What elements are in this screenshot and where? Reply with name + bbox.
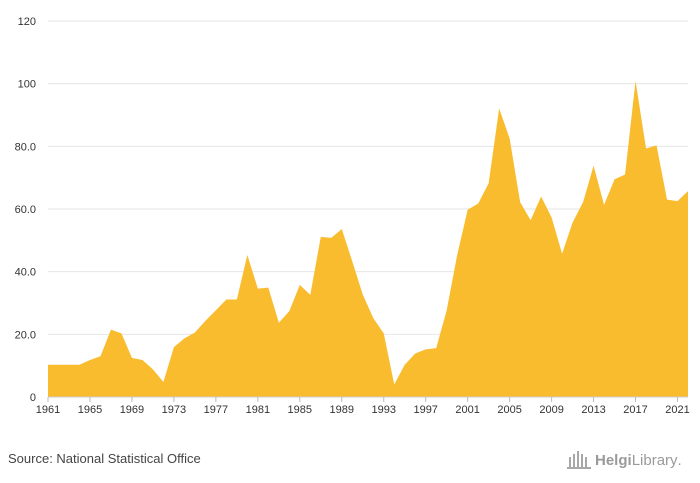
x-tick-label: 2013 [581,404,605,416]
x-tick-label: 1961 [36,404,60,416]
x-tick-label: 1965 [78,404,102,416]
x-tick-label: 1989 [330,404,354,416]
area-chart: 0 20.0 40.0 60.0 80.0 100 120 1961 1965 1969 1973 1… [15,16,690,416]
x-tick-label: 1985 [288,404,312,416]
x-tick-label: 2009 [539,404,563,416]
y-tick-label: 80.0 [15,141,36,153]
logo-text-part2: Library [631,451,678,469]
x-tick-label: 2017 [623,404,647,416]
y-tick-label: 120 [18,16,36,28]
x-tick-label: 1997 [413,404,437,416]
x-tick-label: 2001 [455,404,479,416]
x-tick-label: 1977 [204,404,228,416]
helgilibrary-logo: Helgi Library. [566,449,682,471]
source-note: Source: National Statistical Office [8,451,201,466]
logo-text-suffix: . [677,451,682,469]
x-tick-label: 1973 [162,404,186,416]
x-tick-label: 2021 [665,404,689,416]
x-tick-label: 2005 [497,404,521,416]
logo-text-part1: Helgi [595,451,632,469]
x-tick-label: 1981 [246,404,270,416]
x-tick-label: 1969 [120,404,144,416]
library-building-icon [567,451,591,469]
y-tick-label: 20.0 [15,329,36,341]
y-tick-label: 60.0 [15,204,36,216]
x-tick-label: 1993 [371,404,395,416]
y-tick-label: 100 [18,79,36,91]
series-area [48,80,688,397]
y-tick-label: 0 [30,392,36,404]
y-tick-label: 40.0 [15,267,36,279]
